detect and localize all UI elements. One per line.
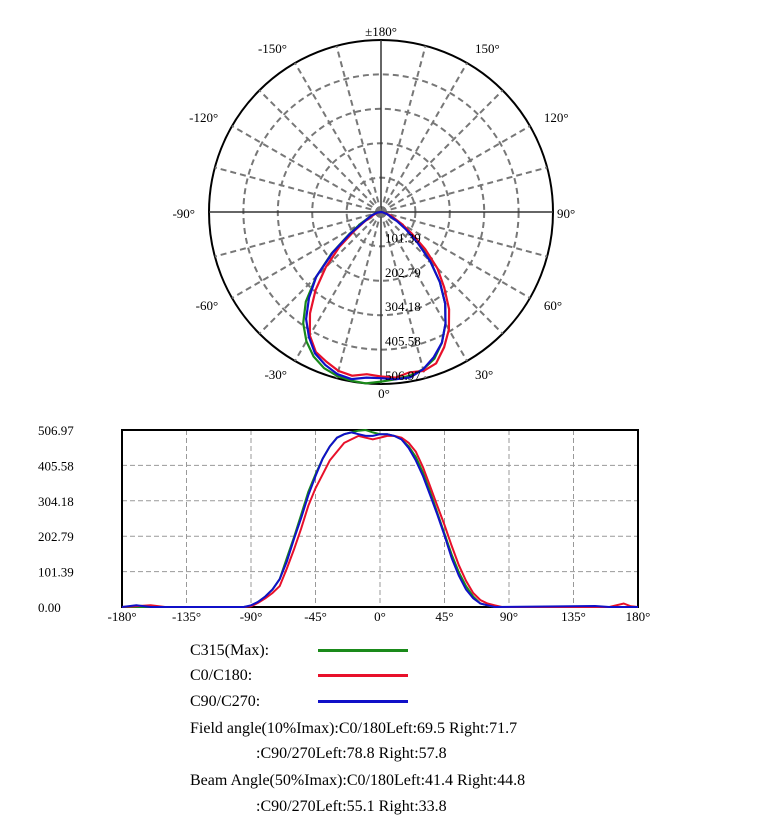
legend-line-c90: [318, 700, 408, 703]
linear-grid: [121, 429, 639, 608]
linear-x-tick: -90°: [240, 609, 263, 624]
polar-grid-spoke: [214, 166, 382, 213]
linear-labels: 506.97 405.58 304.18 202.79 101.39 0.00 -180° -…: [38, 423, 650, 624]
polar-grid-spoke: [231, 211, 382, 299]
polar-angle-label: 150°: [475, 41, 500, 56]
linear-y-tick: 405.58: [38, 458, 74, 473]
linear-y-tick: 202.79: [38, 529, 74, 544]
polar-grid-spoke: [380, 62, 468, 213]
polar-grid-spoke: [380, 211, 548, 258]
linear-y-tick: 0.00: [38, 600, 61, 615]
polar-chart: 101.39 202.79 304.18 405.58 506.97 ±180° 150° -…: [172, 24, 575, 401]
polar-grid-spoke: [214, 211, 382, 258]
polar-series-1: [308, 210, 451, 379]
polar-grid-spoke: [380, 211, 504, 335]
polar-radial-tick: 101.39: [385, 230, 421, 245]
polar-radial-tick: 506.97: [385, 368, 421, 383]
linear-x-tick: 135°: [561, 609, 586, 624]
polar-grid-spoke: [335, 45, 382, 213]
legend-line-c315: [318, 649, 408, 652]
polar-grid-spoke: [294, 62, 382, 213]
polar-grid-spoke: [380, 211, 427, 379]
polar-angle-label: 30°: [475, 367, 493, 382]
beam-angle-line-2: :C90/270Left:55.1 Right:33.8: [256, 798, 447, 815]
polar-angle-label: -30°: [264, 367, 287, 382]
polar-angle-label: 60°: [544, 298, 562, 313]
polar-grid-spoke: [380, 166, 548, 213]
legend-label-c90: C90/C270:: [190, 693, 261, 710]
linear-x-tick: -45°: [304, 609, 327, 624]
polar-angle-label: ±180°: [365, 24, 397, 39]
polar-labels: 101.39 202.79 304.18 405.58 506.97 ±180° 150° -…: [172, 24, 575, 401]
linear-x-tick: -135°: [172, 609, 201, 624]
polar-grid-spoke: [258, 89, 382, 213]
polar-angle-label: 0°: [378, 386, 390, 401]
linear-y-tick: 101.39: [38, 565, 74, 580]
polar-radial-tick: 202.79: [385, 265, 421, 280]
linear-chart: 506.97 405.58 304.18 202.79 101.39 0.00 -180° -…: [38, 423, 650, 624]
polar-angle-label: -90°: [172, 206, 195, 221]
polar-radial-tick: 304.18: [385, 299, 421, 314]
linear-series-1: [121, 434, 639, 608]
linear-y-tick: 506.97: [38, 423, 74, 438]
polar-grid-spoke: [335, 211, 382, 379]
polar-grid-spoke: [380, 211, 531, 299]
polar-angle-label: -60°: [196, 298, 219, 313]
linear-series: [121, 428, 639, 609]
linear-plot-frame: [121, 429, 639, 608]
linear-x-tick: 0°: [374, 609, 386, 624]
polar-grid-spoke: [380, 211, 468, 362]
linear-series-2: [121, 431, 638, 609]
field-angle-line-1: Field angle(10%Imax):C0/180Left:69.5 Rig…: [190, 720, 518, 737]
polar-angle-label: -150°: [258, 41, 287, 56]
polar-radial-tick: 405.58: [385, 334, 421, 349]
linear-x-tick: -180°: [107, 609, 136, 624]
polar-grid-spoke: [380, 89, 504, 213]
polar-grid-spoke: [380, 125, 531, 213]
polar-series-2: [304, 210, 447, 381]
linear-x-tick: 45°: [435, 609, 453, 624]
polar-grid-spoke: [380, 45, 427, 213]
polar-angle-label: -120°: [189, 110, 218, 125]
polar-series: [302, 210, 451, 385]
polar-grid-spoke: [231, 125, 382, 213]
polar-angle-label: 90°: [557, 206, 575, 221]
linear-x-tick: 180°: [626, 609, 651, 624]
linear-x-tick: 90°: [500, 609, 518, 624]
beam-angle-line-1: Beam Angle(50%Imax):C0/180Left:41.4 Righ…: [190, 772, 526, 789]
polar-angle-label: 120°: [544, 110, 569, 125]
legend-label-c315: C315(Max):: [190, 642, 270, 659]
legend-label-c0: C0/C180:: [190, 667, 253, 684]
legend-line-c0: [318, 674, 408, 677]
field-angle-line-2: :C90/270Left:78.8 Right:57.8: [256, 745, 447, 762]
linear-y-tick: 304.18: [38, 494, 74, 509]
